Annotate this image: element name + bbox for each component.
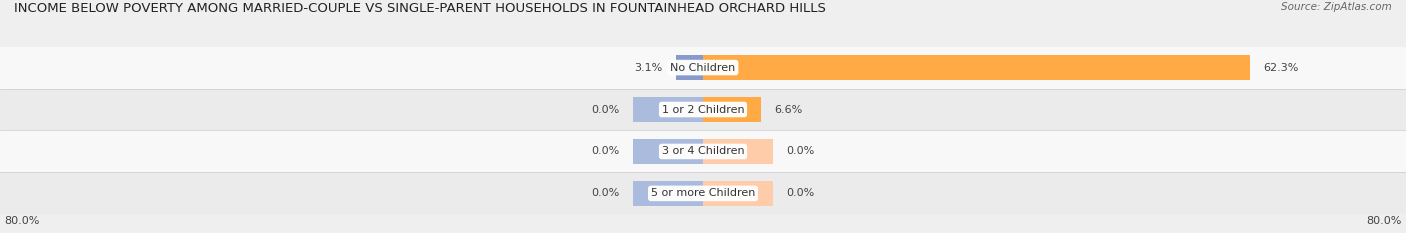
Bar [633, 181, 703, 206]
Bar [0, 130, 1406, 172]
Bar [703, 139, 773, 164]
Text: 80.0%: 80.0% [1367, 216, 1402, 226]
Bar [0, 89, 1406, 130]
Bar [676, 55, 703, 80]
Bar [0, 47, 1406, 89]
Bar [703, 97, 761, 122]
Text: 0.0%: 0.0% [592, 147, 620, 156]
Text: 1 or 2 Children: 1 or 2 Children [662, 105, 744, 114]
Text: 3.1%: 3.1% [634, 63, 662, 72]
Bar [703, 55, 1250, 80]
Text: 0.0%: 0.0% [592, 105, 620, 114]
Text: 0.0%: 0.0% [786, 188, 814, 198]
Text: 80.0%: 80.0% [4, 216, 39, 226]
Text: 3 or 4 Children: 3 or 4 Children [662, 147, 744, 156]
Bar [633, 139, 703, 164]
Text: Source: ZipAtlas.com: Source: ZipAtlas.com [1281, 2, 1392, 12]
Text: 5 or more Children: 5 or more Children [651, 188, 755, 198]
Text: 6.6%: 6.6% [775, 105, 803, 114]
Text: 0.0%: 0.0% [592, 188, 620, 198]
Bar [703, 181, 773, 206]
Bar [0, 172, 1406, 214]
Text: 62.3%: 62.3% [1264, 63, 1299, 72]
Text: 0.0%: 0.0% [786, 147, 814, 156]
Text: No Children: No Children [671, 63, 735, 72]
Bar [633, 97, 703, 122]
Text: INCOME BELOW POVERTY AMONG MARRIED-COUPLE VS SINGLE-PARENT HOUSEHOLDS IN FOUNTAI: INCOME BELOW POVERTY AMONG MARRIED-COUPL… [14, 2, 825, 15]
